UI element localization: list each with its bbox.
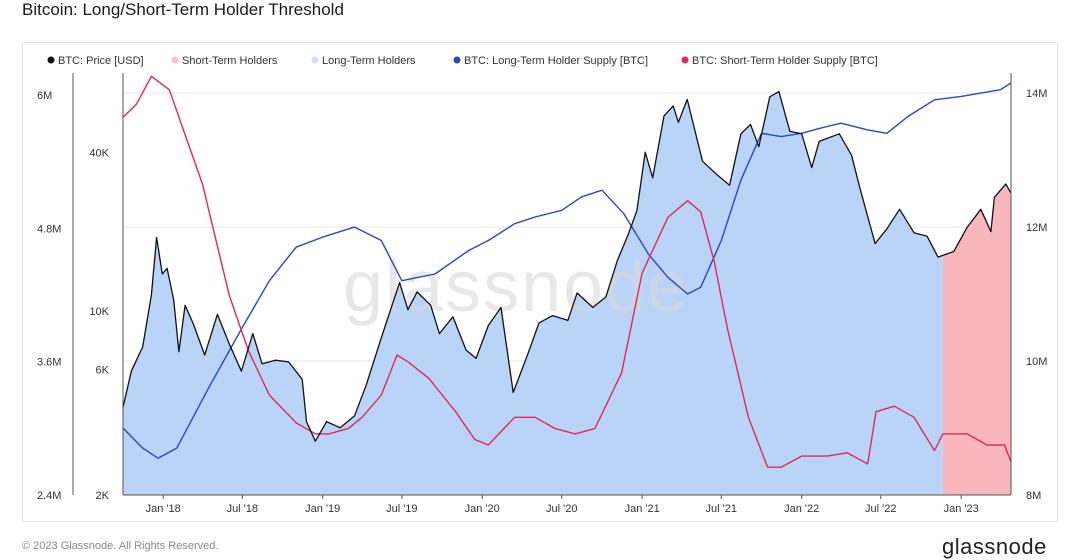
y-right-supply-tick-0: 8M: [1026, 490, 1041, 502]
copyright-text: © 2023 Glassnode. All Rights Reserved.: [22, 540, 219, 552]
x-tick-3: Jul '19: [386, 503, 417, 515]
x-tick-2: Jan '19: [305, 503, 340, 515]
x-tick-8: Jan '22: [784, 503, 819, 515]
y-right-supply-tick-3: 14M: [1026, 88, 1047, 100]
x-tick-6: Jan '21: [625, 503, 660, 515]
x-tick-10: Jan '23: [944, 503, 979, 515]
legend-marker-1: [171, 56, 179, 64]
y-left-supply-tick-3: 6M: [37, 90, 52, 102]
short-term-holders-area: [942, 184, 1011, 495]
y-left-supply-tick-0: 2.4M: [37, 490, 61, 502]
chart-frame: glassnode 2.4M 3.6M 4.8M 6M 2K 6K 10K 40K 8M 10M 12…: [22, 42, 1058, 522]
long-term-holders-area: [123, 91, 943, 495]
brand-logo-text: glassnode: [942, 534, 1047, 559]
y-right-supply-tick-2: 12M: [1026, 222, 1047, 234]
y-left-price-tick-2: 10K: [89, 306, 109, 318]
lth-supply-line: [122, 82, 1012, 459]
y-left-supply-tick-2: 4.8M: [37, 223, 61, 235]
x-tick-1: Jul '18: [227, 503, 258, 515]
y-left-price-tick-3: 40K: [89, 147, 109, 159]
legend-marker-2: [311, 56, 319, 64]
legend-marker-4: [681, 56, 689, 64]
x-tick-5: Jul '20: [546, 503, 577, 515]
y-left-supply-tick-1: 3.6M: [37, 357, 61, 369]
x-tick-7: Jul '21: [706, 503, 737, 515]
y-left-price-tick-1: 6K: [96, 364, 110, 376]
legend-item-1: Short-Term Holders: [182, 55, 278, 67]
legend-item-2: Long-Term Holders: [322, 55, 416, 67]
chart-svg: glassnode 2.4M 3.6M 4.8M 6M 2K 6K 10K 40K 8M 10M 12…: [37, 55, 1047, 515]
legend-item-4: BTC: Short-Term Holder Supply [BTC]: [692, 55, 878, 67]
sth-supply-line: [122, 75, 1012, 468]
y-left-price-tick-0: 2K: [96, 490, 110, 502]
legend-marker-0: [47, 56, 55, 64]
btc-price-line: [122, 90, 1012, 442]
page-title: Bitcoin: Long/Short-Term Holder Threshol…: [22, 0, 344, 19]
y-right-supply-tick-1: 10M: [1026, 356, 1047, 368]
watermark-text: glassnode: [343, 247, 689, 327]
legend-item-3: BTC: Long-Term Holder Supply [BTC]: [464, 55, 648, 67]
x-tick-4: Jan '20: [465, 503, 500, 515]
legend-marker-3: [453, 56, 461, 64]
legend-item-0: BTC: Price [USD]: [58, 55, 144, 67]
x-tick-0: Jan '18: [146, 503, 181, 515]
x-tick-9: Jul '22: [865, 503, 896, 515]
